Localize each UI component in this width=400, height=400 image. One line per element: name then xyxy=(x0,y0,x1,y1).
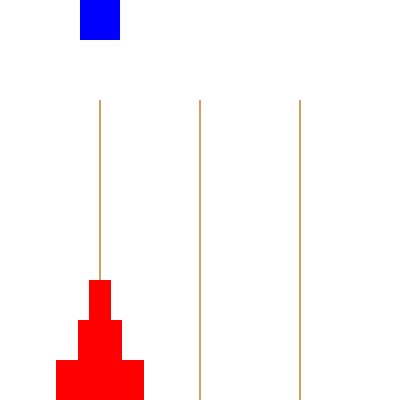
peg-2[interactable] xyxy=(199,100,201,400)
peg-selector-cursor xyxy=(80,0,120,40)
disk-size-1 xyxy=(89,280,111,320)
disk-size-3 xyxy=(56,360,144,400)
peg-3[interactable] xyxy=(299,100,301,400)
peg-1[interactable] xyxy=(99,100,101,400)
disk-size-2 xyxy=(78,320,122,360)
